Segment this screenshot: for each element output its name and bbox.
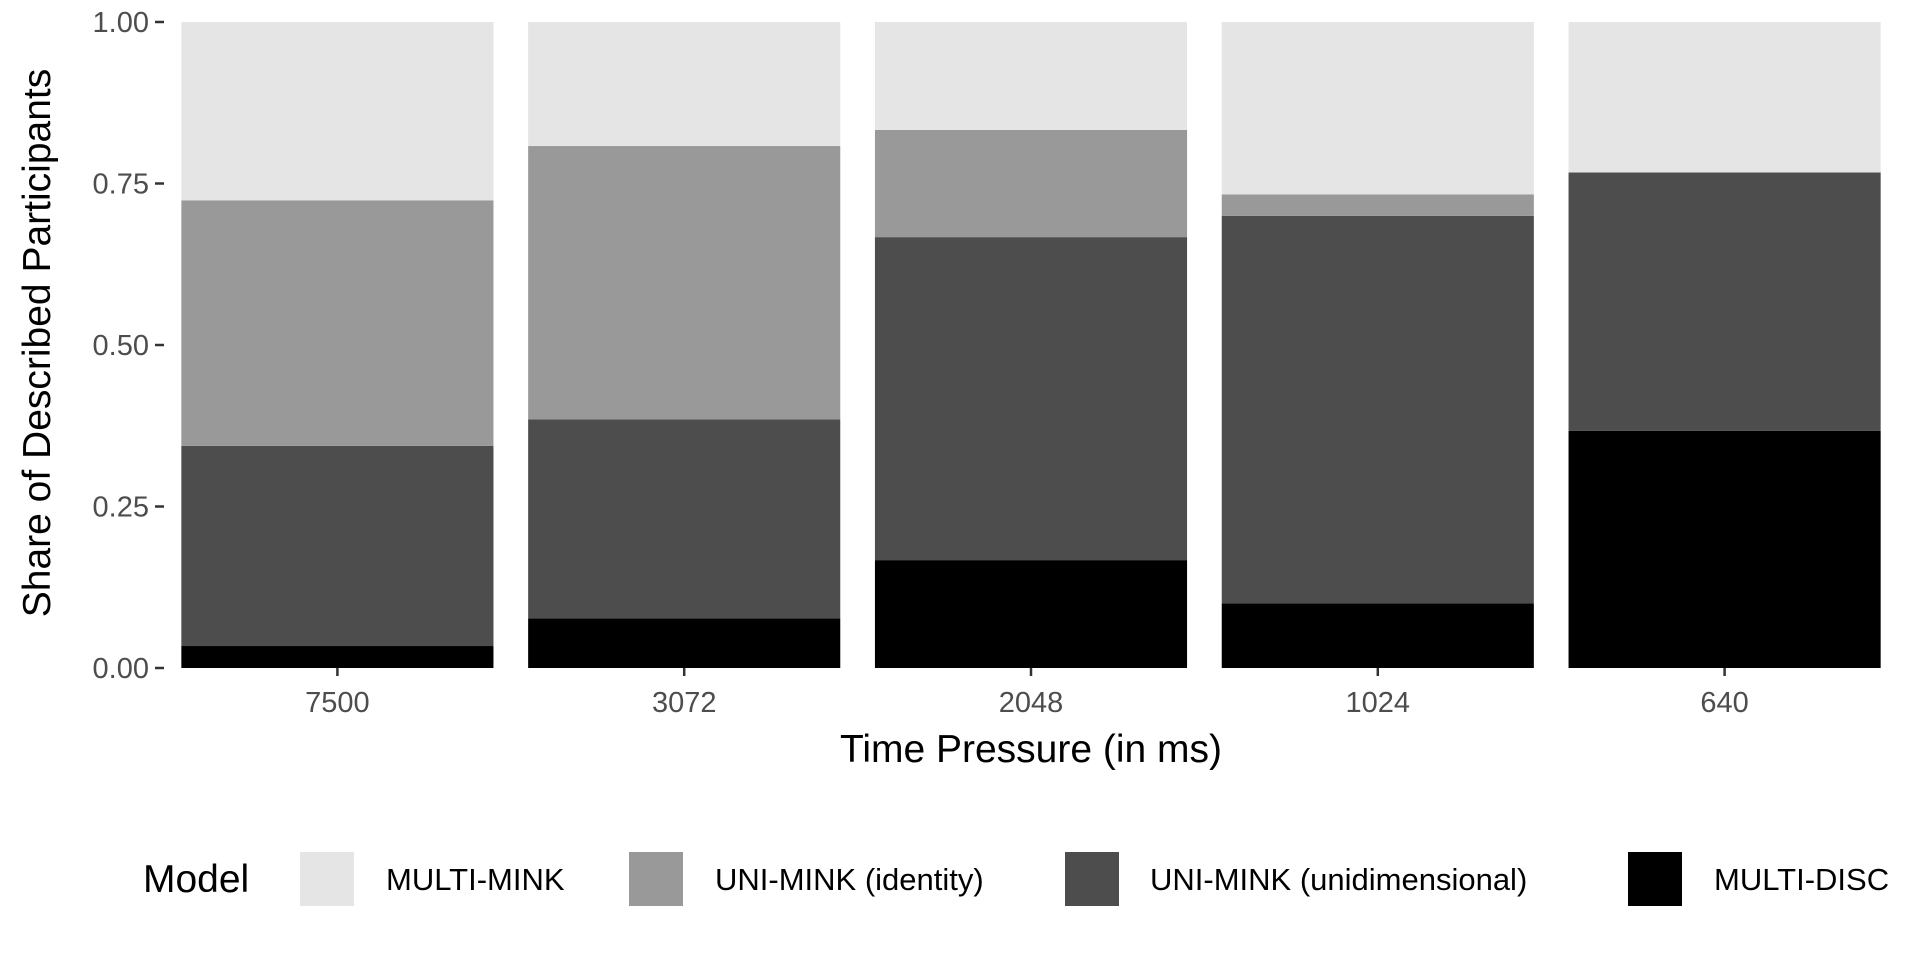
- bar-segment-1024-3: [1221, 22, 1534, 195]
- y-tick-label: 0.00: [93, 653, 149, 685]
- y-tick-label: 0.75: [93, 169, 149, 201]
- legend-key: [629, 852, 683, 906]
- bar-segment-2048-3: [874, 22, 1188, 130]
- bar-segment-640-0: [1568, 430, 1881, 668]
- bar-segment-3072-3: [528, 22, 841, 147]
- y-tick-label: 0.50: [93, 330, 149, 362]
- legend-label: UNI-MINK (unidimensional): [1150, 862, 1527, 897]
- legend-label: MULTI-MINK: [386, 862, 565, 897]
- bar-segment-3072-2: [528, 146, 841, 420]
- legend: Model MULTI-MINK UNI-MINK (identity) UNI-M…: [143, 852, 1889, 906]
- bars: [181, 22, 1881, 668]
- legend-key: [300, 852, 354, 906]
- x-tick-label: 1024: [1346, 687, 1411, 719]
- bar-segment-640-3: [1568, 22, 1881, 173]
- legend-label: UNI-MINK (identity): [715, 862, 984, 897]
- x-tick-label: 7500: [305, 687, 370, 719]
- x-tick-label: 3072: [652, 687, 717, 719]
- bar-segment-1024-2: [1221, 194, 1534, 216]
- bar-segment-7500-2: [181, 200, 494, 446]
- x-axis: 7500 3072 2048 1024 640: [305, 668, 1749, 719]
- y-axis: 0.00 0.25 0.50 0.75 1.00: [93, 7, 164, 685]
- x-axis-title: Time Pressure (in ms): [840, 728, 1222, 771]
- bar-segment-7500-0: [181, 646, 494, 668]
- bar-segment-3072-1: [528, 419, 841, 619]
- x-tick-label: 2048: [999, 687, 1064, 719]
- bar-segment-1024-1: [1221, 215, 1534, 604]
- bar-segment-1024-0: [1221, 603, 1534, 668]
- bar-segment-7500-3: [181, 22, 494, 201]
- bar-segment-7500-1: [181, 445, 494, 647]
- plot-area: 0.00 0.25 0.50 0.75 1.00 7500 3072 2048 1024 640: [93, 7, 1881, 719]
- bar-segment-3072-0: [528, 618, 841, 668]
- y-tick-label: 1.00: [93, 7, 149, 39]
- legend-key: [1065, 852, 1119, 906]
- y-tick-label: 0.25: [93, 492, 149, 524]
- bar-segment-2048-0: [874, 560, 1188, 668]
- legend-title: Model: [143, 858, 249, 901]
- legend-key: [1628, 852, 1682, 906]
- bar-segment-2048-1: [874, 237, 1188, 561]
- legend-label: MULTI-DISC: [1714, 862, 1889, 897]
- y-axis-title: Share of Described Participants: [16, 69, 59, 617]
- x-tick-label: 640: [1700, 687, 1748, 719]
- bar-segment-2048-2: [874, 129, 1188, 238]
- bar-segment-640-1: [1568, 172, 1881, 431]
